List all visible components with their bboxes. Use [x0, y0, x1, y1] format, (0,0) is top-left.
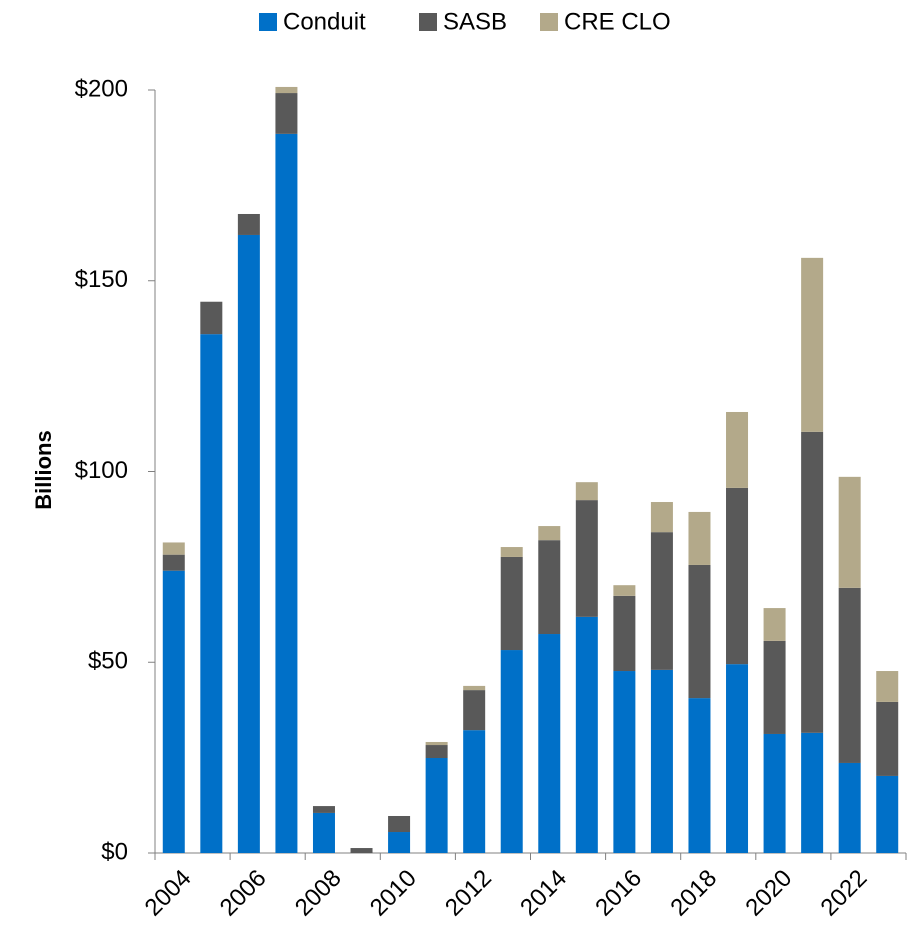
y-tick-label: $200 — [75, 75, 128, 102]
bar-segment — [275, 86, 298, 94]
bar-segment — [801, 257, 824, 432]
bar-segment — [162, 542, 185, 555]
x-tick-label: 2014 — [515, 865, 572, 922]
bar-segment — [388, 815, 411, 833]
bar-segment — [838, 476, 861, 588]
bar-segment — [463, 690, 486, 731]
bar-segment — [500, 650, 523, 853]
bar-segment — [575, 482, 598, 501]
x-tick-label: 2004 — [140, 865, 197, 922]
bar-segment — [876, 775, 899, 853]
y-tick-label: $100 — [75, 457, 128, 484]
bar-segment — [388, 832, 411, 853]
bar-segment — [538, 540, 561, 635]
bar-segment — [838, 587, 861, 763]
bar-segment — [726, 411, 749, 488]
bar-segment — [162, 554, 185, 571]
bar-segment — [688, 698, 711, 853]
bar-segment — [838, 762, 861, 853]
legend-swatch — [419, 13, 437, 31]
bar-segment — [726, 664, 749, 853]
x-tick-label: 2012 — [440, 865, 497, 922]
bar-segment — [613, 595, 636, 672]
y-tick-label: $50 — [88, 648, 128, 675]
bar-segment — [200, 301, 223, 335]
bar-segment — [200, 334, 223, 853]
bar-segment — [237, 213, 260, 235]
bar-segment — [237, 234, 260, 854]
bar-segment — [275, 133, 298, 853]
y-axis-label: Billions — [31, 430, 56, 509]
legend-swatch — [540, 13, 558, 31]
bar-segment — [312, 812, 335, 853]
x-tick-label: 2008 — [290, 865, 347, 922]
bar-segment — [575, 500, 598, 617]
bar-segment — [876, 671, 899, 702]
bar-segment — [162, 570, 185, 853]
bar-segment — [425, 741, 448, 746]
bar-segment — [500, 547, 523, 557]
bar-segment — [350, 848, 373, 853]
x-tick-label: 2010 — [365, 865, 422, 922]
bar-segment — [613, 585, 636, 596]
y-tick-label: $0 — [101, 838, 128, 865]
bar-segment — [463, 685, 486, 691]
legend-swatch — [259, 13, 277, 31]
x-tick-label: 2020 — [740, 865, 797, 922]
bar-segment — [801, 732, 824, 853]
bar-segment — [763, 640, 786, 734]
bar-segment — [575, 616, 598, 853]
bar-segment — [801, 431, 824, 733]
bar-segment — [312, 806, 335, 813]
bar-segment — [613, 671, 636, 853]
x-tick-label: 2006 — [215, 865, 272, 922]
bar-segment — [650, 532, 673, 670]
bar-segment — [463, 730, 486, 853]
bar-segment — [538, 526, 561, 541]
bar-segment — [726, 487, 749, 665]
bar-segment — [688, 511, 711, 565]
legend-label: CRE CLO — [564, 8, 671, 35]
bar-segment — [763, 608, 786, 641]
y-tick-label: $150 — [75, 266, 128, 293]
bar-segment — [688, 564, 711, 699]
legend-label: Conduit — [283, 8, 366, 35]
bar-segment — [538, 634, 561, 853]
x-tick-label: 2016 — [590, 865, 647, 922]
bar-segment — [763, 733, 786, 853]
bar-segment — [650, 502, 673, 533]
bar-segment — [650, 669, 673, 853]
bar-segment — [500, 556, 523, 651]
legend-label: SASB — [443, 8, 507, 35]
bar-segment — [425, 758, 448, 853]
bar-segment — [425, 745, 448, 759]
x-tick-label: 2018 — [665, 865, 722, 922]
bar-segment — [876, 701, 899, 776]
x-tick-label: 2022 — [816, 865, 873, 922]
bar-segment — [275, 93, 298, 134]
